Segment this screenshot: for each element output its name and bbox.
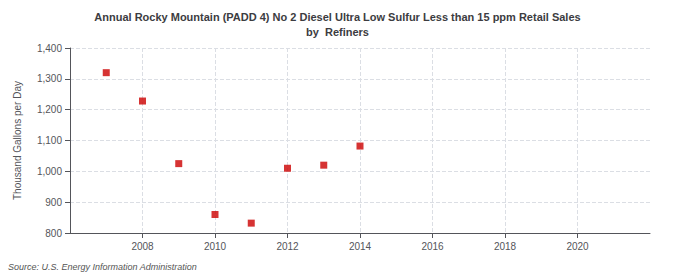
svg-text:1,100: 1,100 <box>37 135 62 146</box>
svg-text:1,000: 1,000 <box>37 166 62 177</box>
svg-text:1,300: 1,300 <box>37 73 62 84</box>
svg-text:2018: 2018 <box>494 241 517 252</box>
svg-text:2020: 2020 <box>566 241 589 252</box>
svg-text:2016: 2016 <box>421 241 444 252</box>
svg-text:2010: 2010 <box>204 241 227 252</box>
svg-text:2008: 2008 <box>131 241 154 252</box>
svg-text:1,400: 1,400 <box>37 43 62 54</box>
svg-text:900: 900 <box>45 197 62 208</box>
svg-text:Source: U.S. Energy Informatio: Source: U.S. Energy Information Administ… <box>8 262 197 272</box>
svg-text:800: 800 <box>45 228 62 239</box>
svg-text:by Refiners: by Refiners <box>306 26 369 38</box>
svg-text:2014: 2014 <box>349 241 372 252</box>
svg-text:1,200: 1,200 <box>37 104 62 115</box>
svg-text:Annual Rocky Mountain (PADD 4): Annual Rocky Mountain (PADD 4) No 2 Dies… <box>94 11 580 23</box>
svg-text:Thousand Gallons per Day: Thousand Gallons per Day <box>12 81 23 200</box>
svg-text:2012: 2012 <box>276 241 299 252</box>
